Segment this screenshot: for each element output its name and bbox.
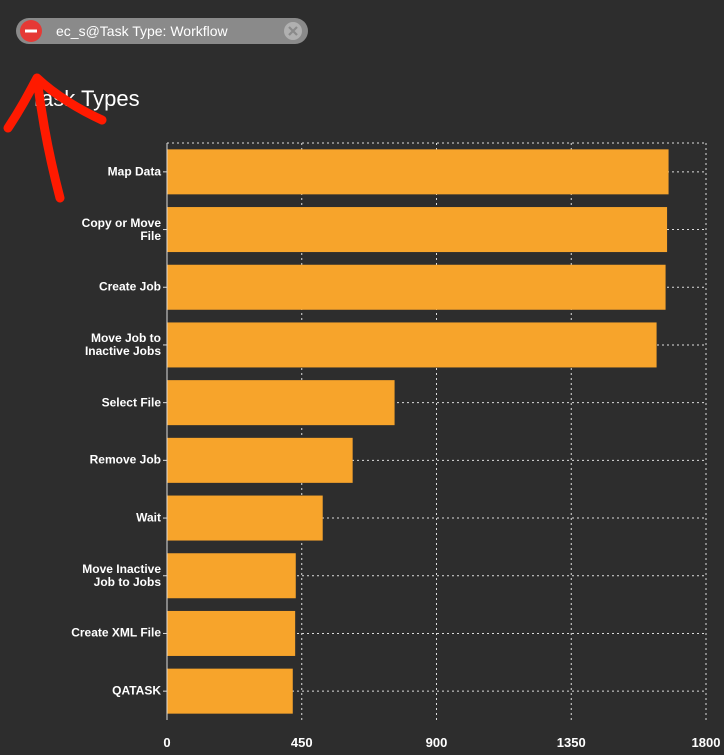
bar [167,668,293,714]
filter-chip[interactable]: ec_s@Task Type: Workflow [16,18,308,44]
x-tick-label: 1350 [556,735,586,750]
x-tick-label: 1800 [691,735,721,750]
y-tick-label: QATASK [112,683,161,698]
bar [167,495,323,541]
y-tick-label: Select File [101,395,161,410]
y-tick-label: Move Inactive Job to Jobs [82,561,161,589]
bar [167,610,296,656]
y-tick-label: Create XML File [71,625,161,640]
y-tick-label: Map Data [107,164,161,179]
x-tick-label: 450 [290,735,313,750]
chip-icons [20,20,302,42]
x-tick-label: 0 [163,735,171,750]
y-tick-label: Copy or Move File [81,215,161,243]
y-tick-label: Move Job to Inactive Jobs [84,330,161,358]
bar [167,437,353,483]
filter-label: ec_s@Task Type: Workflow [56,23,228,39]
x-tick-label: 900 [425,735,448,750]
bar [167,264,666,310]
bar [167,380,395,426]
bar [167,207,668,253]
y-tick-label: Create Job [98,279,161,294]
y-tick-label: Remove Job [89,452,161,467]
bar [167,553,296,599]
bar [167,322,657,368]
y-tick-label: Wait [136,510,161,525]
bar [167,149,669,195]
